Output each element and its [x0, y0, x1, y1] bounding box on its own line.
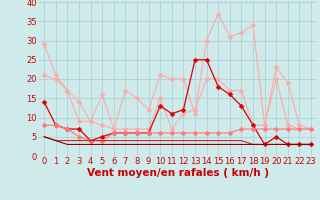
X-axis label: Vent moyen/en rafales ( km/h ): Vent moyen/en rafales ( km/h ): [87, 168, 268, 178]
